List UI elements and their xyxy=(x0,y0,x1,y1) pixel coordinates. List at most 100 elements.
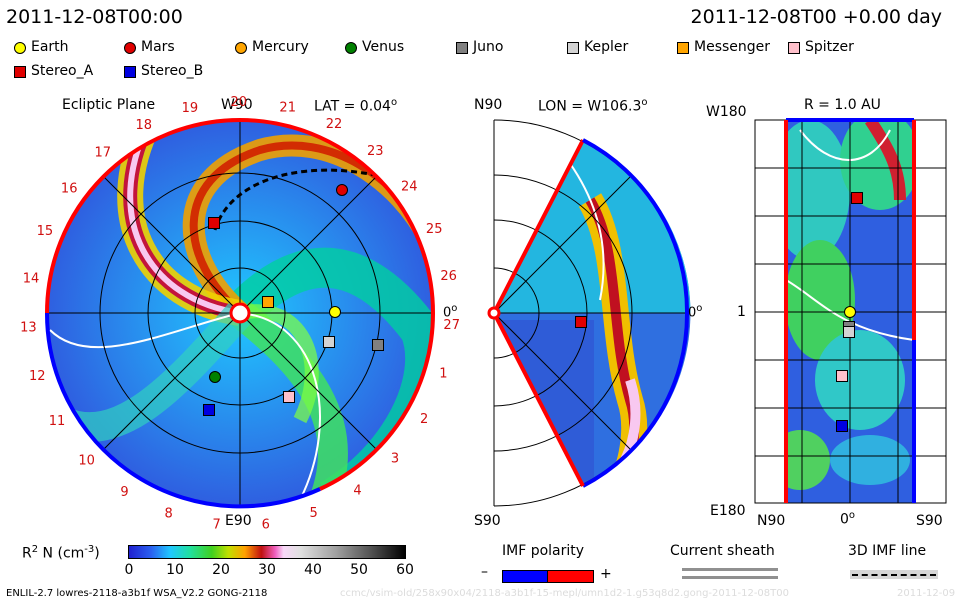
carrington-number-18: 18 xyxy=(136,118,153,133)
colorbar-tick-label: 20 xyxy=(212,562,230,578)
ecliptic-title: Ecliptic Plane xyxy=(62,97,156,113)
ecliptic-top-label: W90 xyxy=(221,97,253,113)
carrington-number-21: 21 xyxy=(279,100,296,115)
radial-bottom-zero: 0o xyxy=(840,510,856,528)
mars-marker xyxy=(336,184,348,196)
current-sheath-line-2 xyxy=(682,576,778,579)
imf-polarity-negative-swatch xyxy=(502,570,549,583)
legend-mercury-label: Mercury xyxy=(252,39,309,55)
polarity-ring-ne xyxy=(239,118,435,314)
stereo-b-marker xyxy=(203,404,215,416)
colorbar-tick-label: 30 xyxy=(258,562,276,578)
colorbar-tick-label: 0 xyxy=(124,562,134,578)
legend-venus-icon xyxy=(345,42,357,54)
legend-earth-icon xyxy=(14,42,26,54)
spitzer-marker xyxy=(283,391,295,403)
legend-mars-icon xyxy=(124,42,136,54)
colorbar-tick-label: 40 xyxy=(304,562,322,578)
juno-marker xyxy=(372,339,384,351)
legend-mercury-icon xyxy=(235,42,247,54)
legend-messenger-icon xyxy=(677,42,689,54)
legend-earth-label: Earth xyxy=(31,39,69,55)
carrington-number-2: 2 xyxy=(420,412,428,427)
carrington-number-10: 10 xyxy=(78,453,95,468)
meridional-right-label: 0o xyxy=(688,303,703,321)
timestamp-right: 2011-12-08T00 +0.00 day xyxy=(690,6,942,28)
carrington-number-5: 5 xyxy=(310,506,318,521)
meridional-lon-label: LON = W106.3o xyxy=(538,97,648,115)
carrington-number-4: 4 xyxy=(353,483,361,498)
imf-polarity-minus: – xyxy=(481,564,488,580)
legend-juno-label: Juno xyxy=(473,39,504,55)
radial-earth-marker xyxy=(844,306,856,318)
carrington-number-27: 27 xyxy=(443,318,460,333)
carrington-number-7: 7 xyxy=(212,518,220,533)
carrington-number-25: 25 xyxy=(426,222,443,237)
venus-marker xyxy=(209,371,221,383)
ecliptic-lat-label: LAT = 0.04o xyxy=(314,97,398,115)
legend-spitzer-label: Spitzer xyxy=(805,39,854,55)
ecliptic-right-label: 0o xyxy=(443,303,458,321)
carrington-number-22: 22 xyxy=(326,117,343,132)
carrington-number-9: 9 xyxy=(120,485,128,500)
meridional-top-label: N90 xyxy=(474,97,503,113)
footer-date: 2011-12-09 xyxy=(897,588,956,599)
footer-model-info: ENLIL-2.7 lowres-2118-a3b1f WSA_V2.2 GON… xyxy=(6,588,268,599)
earth-marker xyxy=(329,306,341,318)
legend-spitzer-icon xyxy=(788,42,800,54)
meridional-stereo-a-marker xyxy=(575,316,587,328)
radial-mid-left: 1 xyxy=(737,304,746,320)
radial-r-label: R = 1.0 AU xyxy=(804,97,881,113)
imf-polarity-label: IMF polarity xyxy=(502,543,585,559)
carrington-number-12: 12 xyxy=(29,369,46,384)
legend-stereo-a-icon xyxy=(14,66,26,78)
sun-marker xyxy=(229,302,251,324)
imf-polarity-plus: + xyxy=(600,566,612,582)
imf-line-swatch-dash xyxy=(852,574,936,576)
polarity-ring-nw xyxy=(45,118,241,314)
imf-line-label: 3D IMF line xyxy=(848,543,927,559)
carrington-number-20: 20 xyxy=(231,95,248,110)
carrington-number-17: 17 xyxy=(95,145,112,160)
radial-stereo-a-marker xyxy=(851,192,863,204)
legend-kepler-label: Kepler xyxy=(584,39,629,55)
stereo-a-marker xyxy=(208,217,220,229)
carrington-number-1: 1 xyxy=(439,367,447,382)
current-sheath-line-1 xyxy=(682,568,778,571)
polarity-ring-se xyxy=(319,312,436,491)
radial-kepler-marker xyxy=(843,326,855,338)
legend-messenger-label: Messenger xyxy=(694,39,771,55)
current-sheath-label: Current sheath xyxy=(670,543,775,559)
radial-stereo-b-marker xyxy=(836,420,848,432)
carrington-number-14: 14 xyxy=(23,271,40,286)
carrington-number-15: 15 xyxy=(37,224,54,239)
carrington-number-13: 13 xyxy=(20,321,37,336)
legend-mars-label: Mars xyxy=(141,39,175,55)
legend-kepler-icon xyxy=(567,42,579,54)
carrington-number-8: 8 xyxy=(165,507,173,522)
radial-bottom-n90: N90 xyxy=(757,513,786,529)
colorbar-tick-label: 50 xyxy=(350,562,368,578)
radial-spitzer-marker xyxy=(836,370,848,382)
carrington-number-19: 19 xyxy=(182,101,199,116)
carrington-number-26: 26 xyxy=(440,269,457,284)
footer-run-path: ccmc/vsim-old/258x90x04/2118-a3b1f-15-me… xyxy=(340,588,789,599)
imf-polarity-positive-swatch xyxy=(547,570,594,583)
meridional-bottom-label: S90 xyxy=(474,513,501,529)
colorbar-tick-label: 10 xyxy=(166,562,184,578)
radial-bottom-left: E180 xyxy=(710,503,746,519)
carrington-number-3: 3 xyxy=(391,452,399,467)
radial-bottom-s90: S90 xyxy=(916,513,943,529)
legend-stereo-b-icon xyxy=(124,66,136,78)
carrington-number-24: 24 xyxy=(401,179,418,194)
ecliptic-bottom-label: E90 xyxy=(225,513,252,529)
colorbar xyxy=(128,545,406,559)
polarity-ring-sw xyxy=(44,312,321,509)
legend-stereo-a-label: Stereo_A xyxy=(31,63,94,79)
carrington-number-6: 6 xyxy=(262,517,270,532)
legend-stereo-b-label: Stereo_B xyxy=(141,63,204,79)
